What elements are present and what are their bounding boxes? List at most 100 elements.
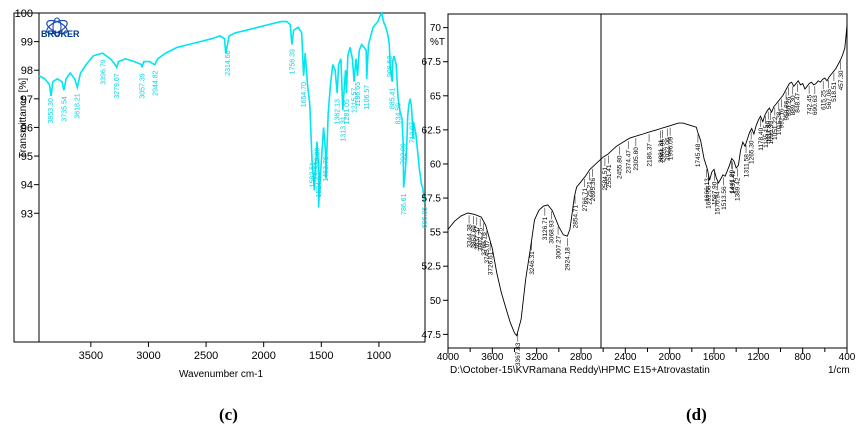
chart-c: 3500 3000 2500 2000 1500 1000 93 94 95 96 97 98 99 1…: [13, 8, 429, 380]
chart-d-peak-label: 2766.71: [582, 188, 589, 212]
chart-c-series-line: [38, 10, 426, 208]
chart-d-y-tick-label: 55: [430, 228, 442, 239]
chart-c-peak-label: 834.59: [396, 103, 403, 125]
chart-c-x-tick-label: 3500: [79, 350, 103, 362]
chart-c-peak-label: 3735.54: [61, 96, 68, 121]
chart-d-x-tick-label: 2800: [570, 352, 593, 363]
chart-c-peak-label: 2944.82: [152, 70, 159, 95]
bruker-logo: BRUKER: [41, 17, 80, 39]
chart-d-plot-frame: [447, 13, 848, 349]
chart-d-peak-label: 518.51: [831, 82, 838, 102]
chart-d-peak-label: 1265.30: [748, 140, 755, 164]
chart-d-peak-label: 2081.31: [658, 139, 665, 163]
chart-c-peak-label: 1756.39: [289, 49, 296, 74]
chart-d-y-ticks: 47.5 50 52.5 55 57.5 60 62.5 65 67.5 70: [422, 23, 448, 341]
chart-d-peak-label: 992.16: [779, 108, 786, 128]
chart-d-peak-label: 615.25: [820, 90, 827, 110]
chart-c-peak-label: 1106.57: [364, 85, 371, 110]
chart-d-y-tick-label: 47.5: [422, 330, 442, 341]
chart-c-peak-label: 792.09: [400, 143, 407, 165]
chart-c-peak-label: 1281.05: [344, 99, 351, 124]
chart-d-y-tick-label: 62.5: [422, 125, 442, 136]
chart-d-x-ticks: 4000 3600 3200 2800 2400 2000 1600 1200 800 400: [437, 348, 856, 363]
chart-d-peak-label: 2584.51: [602, 167, 609, 191]
chart-d-y-tick-label: 70: [430, 23, 442, 34]
chart-d-peak-label: 457.30: [838, 70, 845, 90]
chart-d-peak-label: 2022.06: [665, 137, 672, 161]
chart-c-peak-label: 3279.67: [114, 73, 121, 98]
chart-d-peak-label: 3367.83: [515, 342, 522, 366]
chart-d-peak-label: 950.86: [783, 100, 790, 120]
chart-d-y-tick-label: 52.5: [422, 262, 442, 273]
chart-d-x-tick-label: 1600: [703, 352, 726, 363]
chart-d-peak-label: 1996.09: [667, 136, 674, 160]
chart-d-y-tick-label: 60: [430, 159, 442, 170]
chart-d-peak-label: 3726.61: [487, 251, 494, 275]
chart-c-peak-label: 1362.13: [335, 99, 342, 124]
chart-d-y-tick-label: 57.5: [422, 194, 442, 205]
chart-d-y-axis-label: %T: [430, 37, 445, 48]
chart-d-peak-label: 690.63: [812, 95, 819, 115]
chart-c-y-tick-label: 96: [21, 122, 33, 134]
chart-d-peak-label: 3344.38: [466, 224, 473, 248]
chart-d-peak-label: 742.45: [806, 94, 813, 114]
chart-d-peak-label: 1111.89: [765, 120, 772, 142]
chart-c-peak-label: 2314.66: [225, 50, 232, 75]
chart-c-peak-label: 1582.51: [309, 162, 316, 187]
chart-c-peak-label: 3853.30: [48, 98, 55, 123]
chart-c-peak-label: 786.61: [401, 193, 408, 215]
bruker-logo-text: BRUKER: [41, 29, 80, 39]
chart-d-peak-label: 848.47: [795, 93, 802, 113]
chart-d-peak-label: 3802.25: [477, 227, 484, 251]
chart-d-peak-label: 1389.42: [735, 177, 742, 201]
chart-d-x-tick-label: 3600: [481, 352, 504, 363]
chart-d-peak-label: 2725.21: [587, 181, 594, 205]
chart-d-x-tick-label: 3200: [526, 352, 549, 363]
chart-c-y-tick-label: 97: [21, 94, 33, 106]
chart-c-x-tick-label: 1000: [367, 350, 391, 362]
chart-d-x-tick-label: 1200: [747, 352, 770, 363]
chart-d-peak-label: 1178.40: [758, 127, 765, 150]
chart-c-x-axis-label: Wavenumber cm-1: [179, 369, 264, 380]
chart-d-peak-label: 1311.58: [743, 154, 750, 177]
chart-d-peak-label: 1651.58: [706, 185, 713, 209]
panel-label-c: (c): [219, 405, 238, 424]
chart-d-peak-label: 3837.37: [474, 226, 481, 250]
chart-c-peak-label: 908.60: [387, 56, 394, 78]
chart-c-peak-label: 3618.21: [75, 93, 82, 118]
chart-d-peak-label: 3766.76: [481, 232, 488, 256]
chart-c-peak-label: 1654.70: [301, 82, 308, 107]
chart-d-peak-label: 2374.47: [626, 150, 633, 174]
chart-d-peak-label: 930.26: [786, 96, 793, 116]
chart-d-peak-label: 2551.41: [606, 164, 613, 188]
chart-d-peak-label: 1666.13: [704, 178, 711, 202]
chart-c-peak-labels: 3853.30 3735.54 3618.21 3396.79 3279.67 3057.…: [48, 49, 429, 228]
chart-c-peak-label: 1186.65: [355, 82, 362, 107]
chart-c-y-tick-label: 98: [21, 65, 33, 77]
chart-d-peak-label: 2455.80: [617, 155, 624, 179]
chart-d-peak-label: 2924.18: [565, 247, 572, 271]
chart-d-peak-label: 3745.07: [484, 240, 491, 264]
chart-c-peak-label: 1524.67: [316, 172, 323, 197]
chart-d-peak-label: 1015.38: [776, 111, 783, 135]
chart-d-peak-label: 3007.27: [555, 235, 562, 259]
chart-d-peak-label: 567.06: [826, 89, 833, 109]
chart-d-peak-label: 2066.95: [660, 139, 667, 163]
chart-c-peak-label: 1463.76: [323, 156, 330, 181]
chart-c-peak-label: 712.07: [410, 122, 417, 144]
chart-c-y-tick-label: 93: [21, 208, 33, 220]
chart-d-peak-label: 2305.80: [633, 147, 640, 171]
chart-d-y-tick-label: 50: [430, 296, 442, 307]
chart-d-x-tick-label: 400: [839, 352, 856, 363]
chart-d-peak-label: 1513.56: [721, 186, 728, 210]
chart-c-plot-frame: [13, 12, 426, 343]
chart-d: 4000 3600 3200 2800 2400 2000 1600 1200 800 400 4…: [422, 13, 856, 376]
chart-d-series-line: [447, 24, 848, 337]
chart-d-peak-label: 3853.69: [471, 225, 478, 249]
chart-d-peak-label: 2854.71: [572, 204, 579, 228]
chart-c-peak-label: 1538.30: [314, 148, 321, 173]
chart-d-peak-label: 1597.90: [712, 181, 719, 205]
chart-d-footer-path: D:\October-15\KVRamana Reddy\HPMC E15+At…: [450, 365, 710, 376]
chart-c-peak-label: 1215.57: [352, 88, 359, 113]
